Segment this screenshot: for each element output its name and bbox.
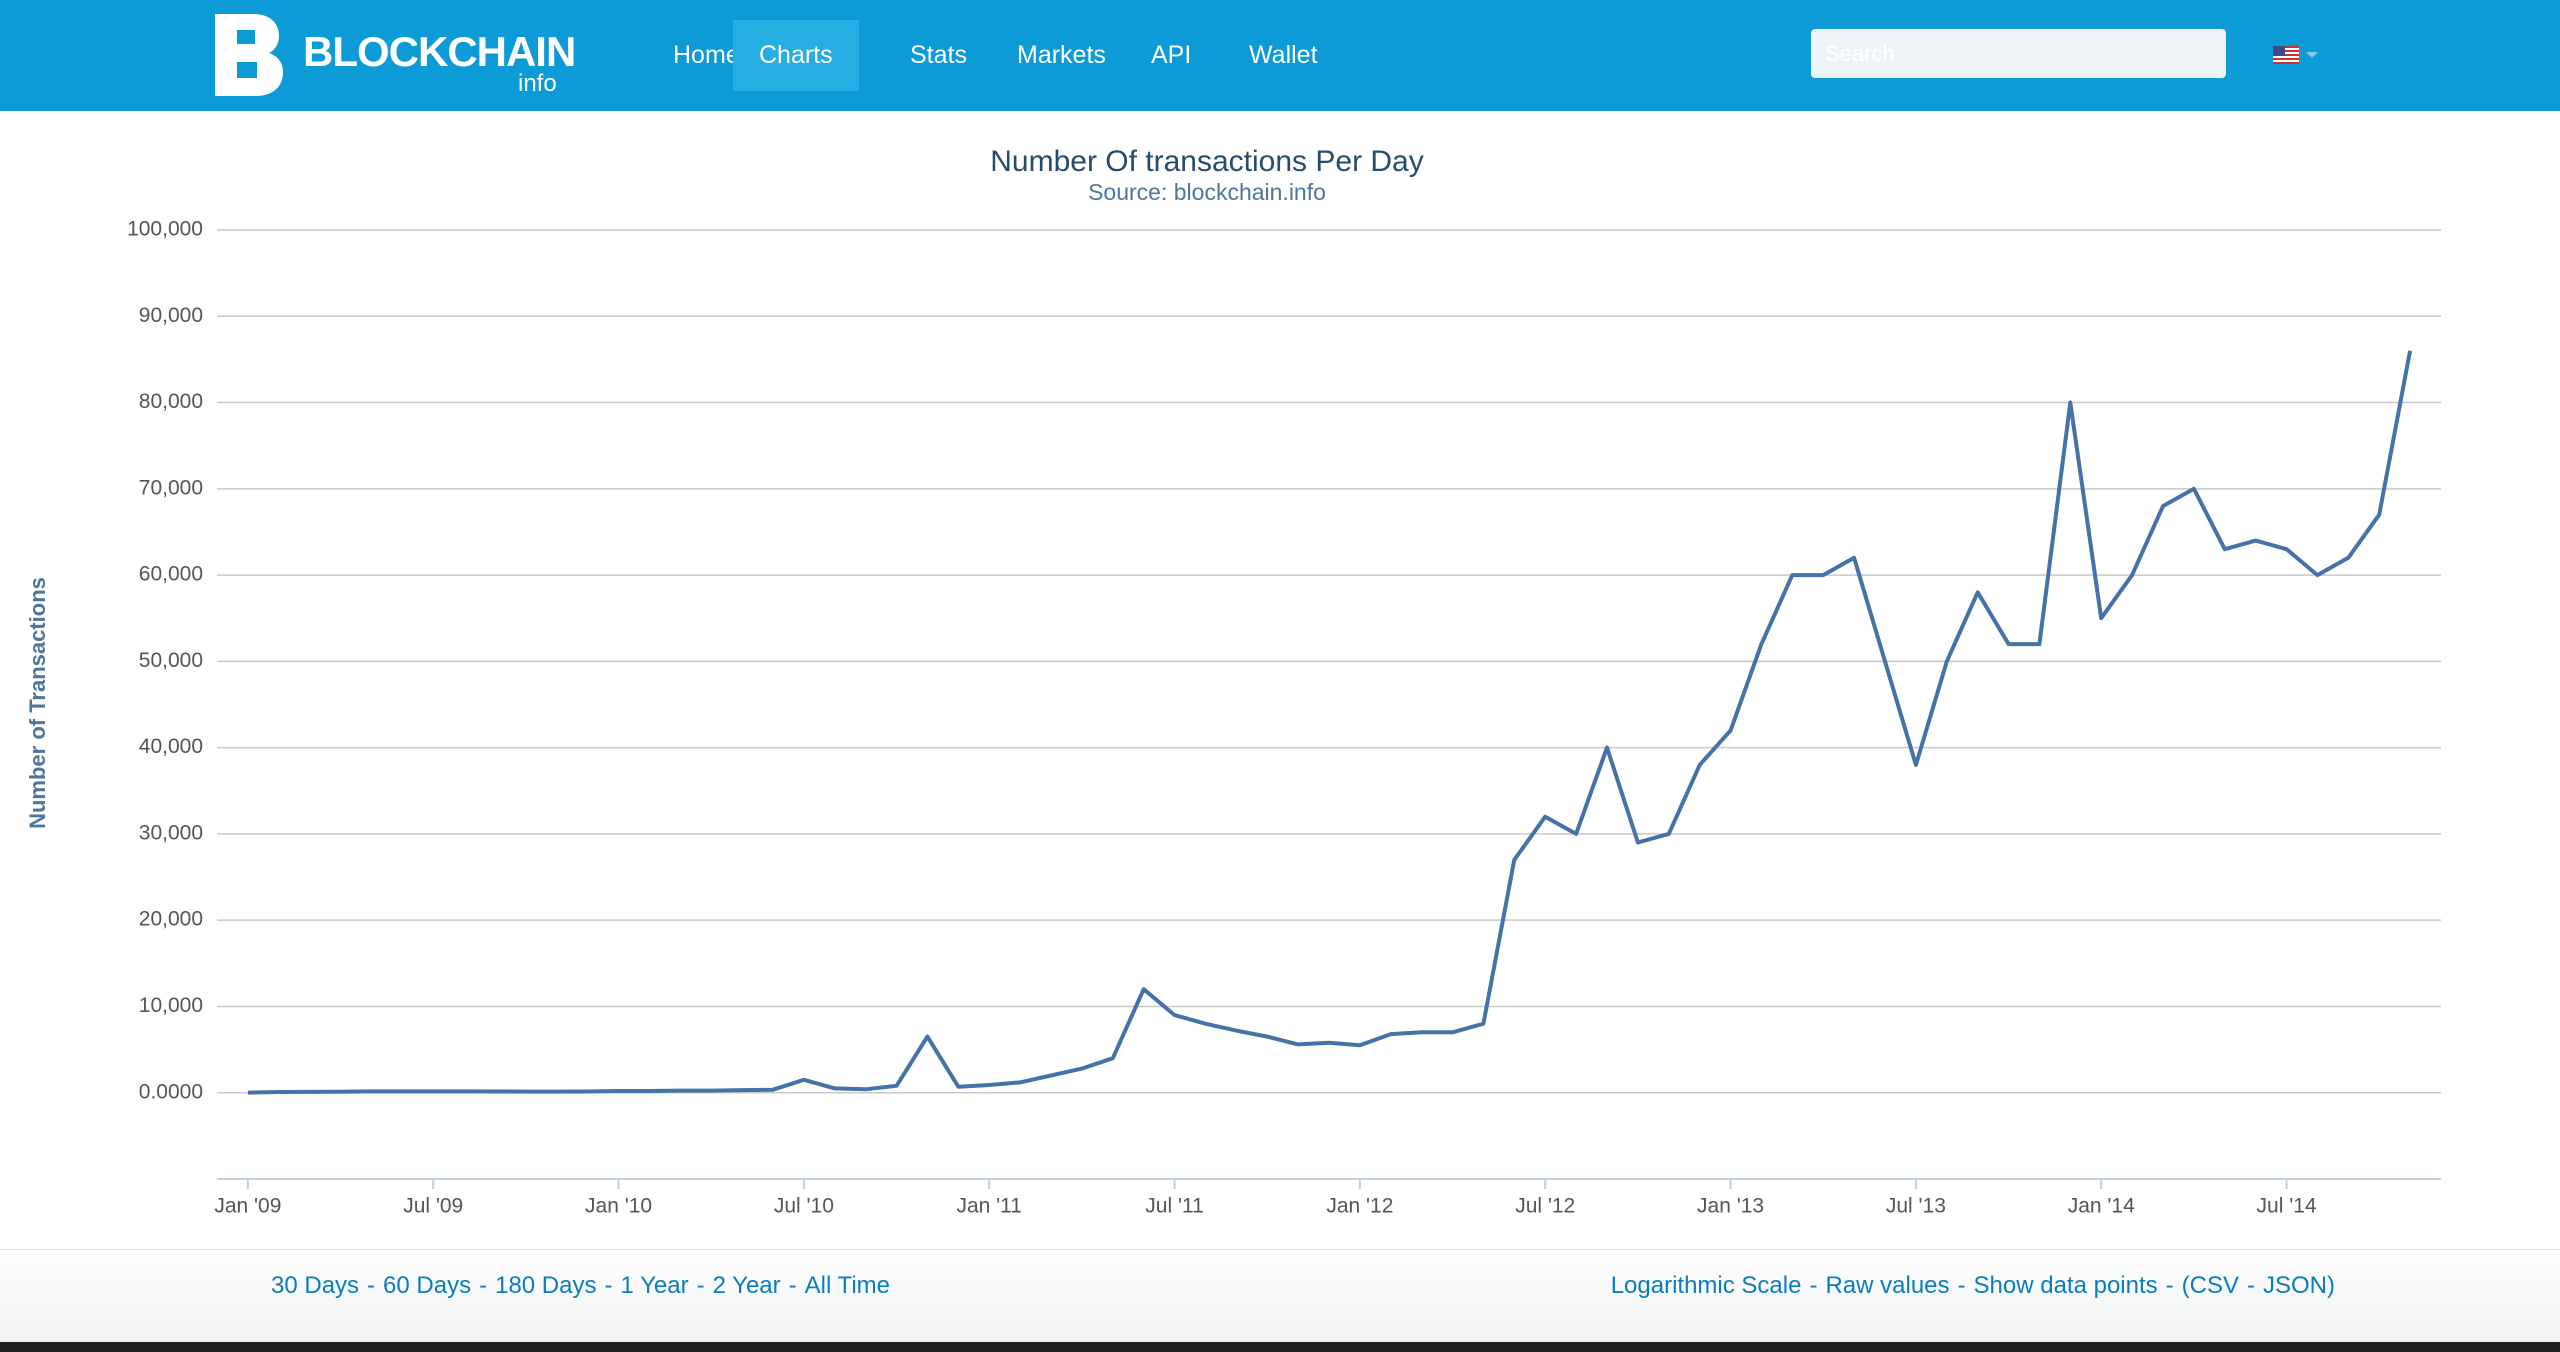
x-tick-label: Jul '13 [1886,1195,1946,1218]
y-axis-label: Number of Transactions [25,577,50,829]
x-tick-label: Jan '09 [214,1195,281,1218]
language-flag[interactable] [2273,46,2299,64]
y-tick-label: 0.0000 [139,1080,203,1103]
x-tick-label: Jan '13 [1697,1195,1764,1218]
range-link[interactable]: 60 Days [383,1272,472,1299]
dropdown-caret[interactable] [2306,52,2318,64]
y-tick-label: 60,000 [139,563,203,586]
separator: - [1809,1272,1818,1299]
logo-subtext: info [518,70,557,97]
y-tick-label: 40,000 [139,735,203,758]
y-tick-label: 90,000 [139,304,203,327]
data-line [247,350,2413,1095]
nav-item[interactable]: Wallet [1249,41,1318,69]
separator: - [788,1272,797,1299]
separator: - [2165,1272,2174,1299]
x-tick-label: Jul '09 [403,1195,463,1218]
separator: - [1957,1272,1966,1299]
range-link[interactable]: 30 Days [271,1272,360,1299]
nav-item[interactable]: Charts [733,20,859,91]
y-tick-label: 30,000 [139,821,203,844]
chart-subtitle: Source: blockchain.info [1088,179,1326,205]
y-tick-label: 20,000 [139,908,203,931]
nav-item[interactable]: API [1151,41,1192,69]
x-tick-label: Jul '14 [2257,1195,2317,1218]
chart-title: Number Of transactions Per Day [990,145,1424,178]
chart: Number Of transactions Per Day Source: b… [25,145,2441,1218]
x-tick-label: Jul '12 [1515,1195,1575,1218]
range-link[interactable]: Raw values [1825,1272,1950,1299]
separator: - [479,1272,488,1299]
range-link[interactable]: Show data points [1973,1272,2158,1299]
nav-item[interactable]: Stats [910,41,967,69]
x-tick-label: Jul '10 [774,1195,834,1218]
y-tick-label: 100,000 [127,218,203,241]
range-link[interactable]: Logarithmic Scale [1610,1272,1802,1299]
x-tick-label: Jan '11 [956,1195,1022,1218]
x-tick-label: Jan '12 [1326,1195,1393,1218]
x-tick-label: Jan '10 [585,1195,652,1218]
footer: 30 Days -60 Days -180 Days -1 Year -2 Year - A… [0,1249,2560,1342]
separator: - [604,1272,613,1299]
range-link[interactable]: JSON) [2263,1272,2335,1299]
nav-item[interactable]: Home [673,41,740,69]
window-edge [0,1342,2560,1352]
nav-bar: BLOCKCHAIN info Home Charts Stats Markets AP… [0,0,2560,111]
search-input[interactable]: Search [1811,29,2226,78]
y-tick-label: 70,000 [139,476,203,499]
logo-icon [215,14,283,96]
separator: - [696,1272,705,1299]
range-link[interactable]: 1 Year [620,1272,689,1299]
nav-item[interactable]: Markets [1017,41,1106,69]
separator: - [367,1272,376,1299]
y-tick-label: 10,000 [139,994,203,1017]
range-link[interactable]: All Time [804,1272,890,1299]
x-tick-label: Jul '11 [1145,1195,1204,1218]
x-tick-label: Jan '14 [2068,1195,2135,1218]
range-link[interactable]: 2 Year [712,1272,781,1299]
y-tick-label: 50,000 [139,649,203,672]
range-link[interactable]: 180 Days [495,1272,597,1299]
range-link[interactable]: (CSV [2181,1272,2239,1299]
y-tick-label: 80,000 [139,390,203,413]
logo-text[interactable]: BLOCKCHAIN [303,28,576,75]
separator: - [2247,1272,2255,1299]
